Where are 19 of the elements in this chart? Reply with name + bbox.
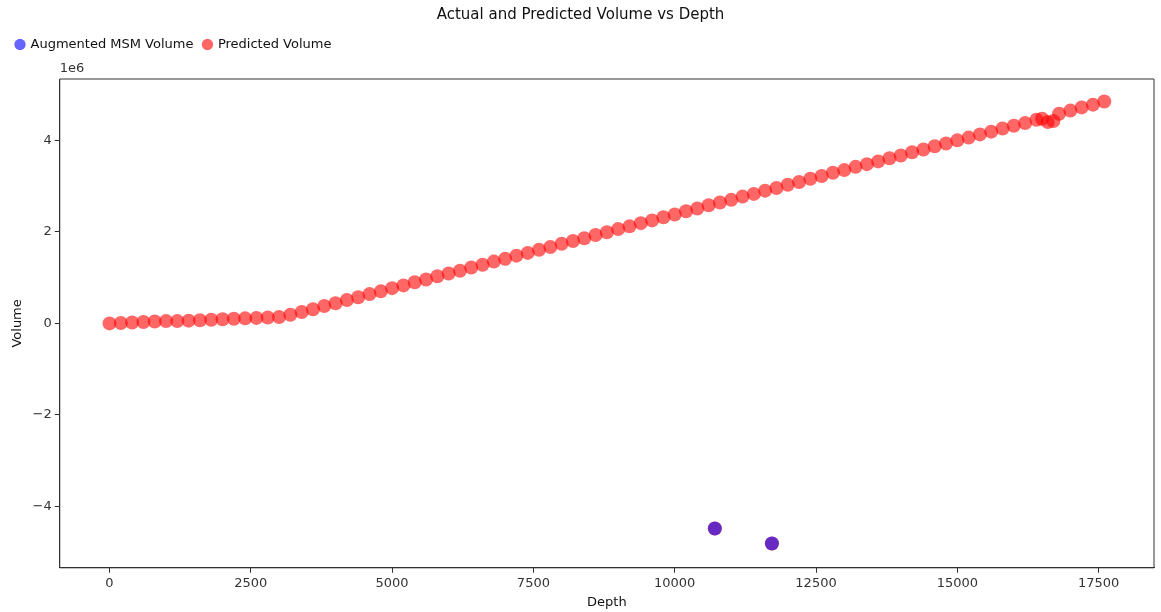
x-tick-label: 2500 bbox=[234, 574, 268, 590]
y-tick-label: 0 bbox=[43, 314, 52, 330]
y-axis-title: Volume bbox=[9, 299, 25, 348]
x-tick-label: 17500 bbox=[1077, 574, 1120, 590]
x-tick-label: 5000 bbox=[375, 574, 409, 590]
legend-label: Predicted Volume bbox=[217, 35, 332, 51]
y-tick-label: 4 bbox=[43, 131, 52, 147]
y-tick-label: 2 bbox=[43, 223, 52, 239]
x-tick-label: 10000 bbox=[654, 574, 696, 590]
chart-title: Actual and Predicted Volume vs Depth bbox=[436, 4, 725, 23]
x-tick-label: 12500 bbox=[795, 574, 837, 590]
legend-label: Augmented MSM Volume bbox=[30, 35, 194, 51]
x-axis-title: Depth bbox=[587, 593, 627, 609]
y-tick-label: −4 bbox=[32, 497, 52, 513]
x-tick-label: 7500 bbox=[516, 574, 550, 590]
x-tick-label: 15000 bbox=[936, 574, 978, 590]
text: 1e6 bbox=[59, 59, 85, 75]
y-tick-label: −2 bbox=[32, 406, 52, 422]
x-tick-label: 0 bbox=[105, 574, 114, 590]
